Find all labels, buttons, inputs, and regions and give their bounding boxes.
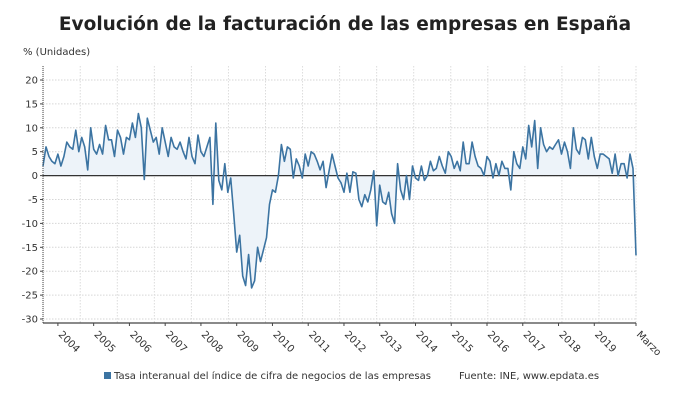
y-tick-label: 15 (25, 99, 38, 110)
chart-title: Evolución de la facturación de las empre… (58, 14, 632, 35)
y-tick-label: -25 (22, 291, 38, 302)
x-tick-label: 2010 (270, 329, 296, 355)
x-tick-label: 2018 (556, 329, 582, 355)
series-area-fill (43, 113, 636, 288)
axes (42, 66, 636, 324)
x-tick-label: 2011 (306, 329, 332, 355)
y-tick-label: 0 (32, 171, 38, 182)
x-tick-label: 2012 (342, 329, 368, 355)
y-tick-labels: 20 15 10 5 0 -5 -10 -15 -20 -25 -30 (22, 76, 43, 326)
source-text: Fuente: INE, www.epdata.es (458, 371, 600, 382)
x-tick-label: 2009 (235, 329, 261, 355)
x-tick-label: Marzo (634, 329, 663, 358)
x-tick-label: 2014 (413, 329, 439, 355)
gridlines (42, 66, 637, 323)
y-tick-label: 5 (32, 147, 38, 158)
y-axis-label: % (Unidades) (23, 47, 91, 58)
x-tick-label: 2016 (485, 329, 511, 355)
x-tick-label: 2015 (449, 329, 475, 355)
x-tick-labels: 2004 2005 2006 2007 2008 2009 2010 2011 2012 2013… (56, 323, 663, 359)
x-tick-label: 2017 (521, 329, 547, 355)
x-tick-label: 2007 (163, 329, 189, 355)
y-tick-label: 10 (25, 123, 38, 134)
x-tick-label: 2008 (199, 329, 225, 355)
x-tick-label: 2006 (127, 329, 153, 355)
legend: Tasa interanual del índice de cifra de n… (104, 371, 599, 382)
x-tick-label: 2005 (92, 329, 118, 355)
y-tick-label: -15 (22, 243, 38, 254)
y-tick-label: -5 (28, 195, 38, 206)
x-tick-label: 2013 (378, 329, 404, 355)
legend-label: Tasa interanual del índice de cifra de n… (114, 371, 431, 382)
y-tick-label: -20 (22, 267, 38, 278)
y-tick-label: -30 (22, 315, 38, 326)
x-tick-label: 2019 (592, 329, 618, 355)
y-tick-label: 20 (25, 76, 38, 87)
legend-swatch (104, 372, 111, 379)
x-tick-label: 2004 (56, 329, 82, 355)
y-tick-label: -10 (22, 219, 38, 230)
series-line (42, 112, 637, 289)
